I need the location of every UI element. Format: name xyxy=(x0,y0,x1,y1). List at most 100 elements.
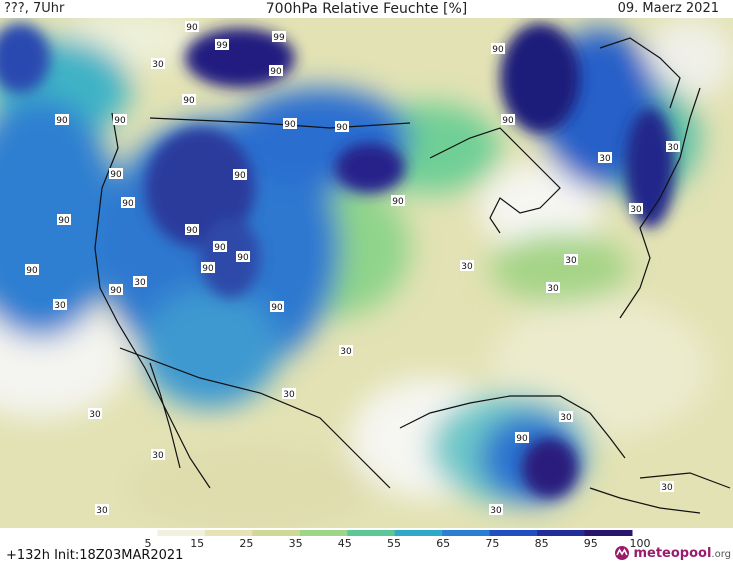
svg-text:90: 90 xyxy=(234,171,246,181)
legend-swatch xyxy=(584,530,633,536)
legend-label: 75 xyxy=(485,537,499,548)
contour-label: 30 xyxy=(88,408,102,420)
legend-swatch xyxy=(157,530,206,536)
contour-label: 90 xyxy=(335,121,349,133)
color-scale: 5 15 25 35 45 55 65 75 85 95 100 xyxy=(110,530,651,550)
legend-label: 15 xyxy=(190,537,204,548)
forecast-date: 09. Maerz 2021 xyxy=(617,1,719,16)
legend-bar: 5 15 25 35 45 55 65 75 85 95 100 +132h Init:18Z03M… xyxy=(0,528,733,566)
svg-text:30: 30 xyxy=(134,278,146,288)
contour-label: 30 xyxy=(489,504,503,516)
svg-text:90: 90 xyxy=(186,23,198,33)
logo-text-main: meteopool xyxy=(633,545,712,561)
svg-text:90: 90 xyxy=(284,120,296,130)
contour-label: 30 xyxy=(629,203,643,215)
svg-text:90: 90 xyxy=(336,123,348,133)
contour-label: 30 xyxy=(282,388,296,400)
legend-swatch xyxy=(489,530,538,536)
contour-label: 30 xyxy=(151,58,165,70)
svg-text:30: 30 xyxy=(547,284,559,294)
model-run-label: +132h Init:18Z03MAR2021 xyxy=(6,548,184,563)
legend-swatch xyxy=(252,530,301,536)
contour-label: 30 xyxy=(598,152,612,164)
legend-label: 55 xyxy=(387,537,401,548)
contour-label: 90 xyxy=(109,168,123,180)
svg-text:30: 30 xyxy=(54,301,66,311)
map-title: 700hPa Relative Feuchte [%] xyxy=(265,1,468,17)
legend-label: 45 xyxy=(338,537,352,548)
contour-label: 90 xyxy=(57,214,71,226)
contour-label: 90 xyxy=(55,114,69,126)
contour-label: 90 xyxy=(201,262,215,274)
legend-swatch xyxy=(110,530,158,536)
legend-swatch xyxy=(347,530,396,536)
contour-label: 90 xyxy=(109,284,123,296)
contour-label: 90 xyxy=(113,114,127,126)
svg-text:30: 30 xyxy=(599,154,611,164)
contour-label: 90 xyxy=(491,43,505,55)
svg-text:90: 90 xyxy=(186,226,198,236)
contour-labels: 90 99 99 90 30 90 90 90 90 90 90 90 90 90 90 90 90 90 90 90… xyxy=(25,21,680,516)
contour-label: 90 xyxy=(185,21,199,33)
contour-label: 30 xyxy=(53,299,67,311)
contour-label: 90 xyxy=(213,241,227,253)
coastlines xyxy=(94,37,731,514)
svg-text:90: 90 xyxy=(110,170,122,180)
contour-label: 90 xyxy=(501,114,515,126)
legend-swatch xyxy=(299,530,348,536)
svg-text:90: 90 xyxy=(270,67,282,77)
contour-label: 30 xyxy=(339,345,353,357)
contour-label: 90 xyxy=(233,169,247,181)
contour-label: 90 xyxy=(25,264,39,276)
contour-label: 99 xyxy=(272,31,286,43)
contour-label: 90 xyxy=(515,432,529,444)
meteopool-logo-icon xyxy=(615,546,630,560)
forecast-time-label: ???, 7Uhr xyxy=(4,1,65,16)
svg-text:30: 30 xyxy=(96,506,108,516)
legend-label: 100 xyxy=(630,537,651,548)
svg-text:30: 30 xyxy=(560,413,572,423)
svg-text:90: 90 xyxy=(237,253,249,263)
svg-text:30: 30 xyxy=(89,410,101,420)
contour-label: 99 xyxy=(215,39,229,51)
legend-label: 5 xyxy=(145,537,152,548)
svg-text:30: 30 xyxy=(630,205,642,215)
svg-text:99: 99 xyxy=(273,33,285,43)
svg-text:30: 30 xyxy=(152,60,164,70)
contour-label: 90 xyxy=(270,301,284,313)
humidity-field xyxy=(0,18,733,528)
contour-label: 30 xyxy=(460,260,474,272)
svg-text:30: 30 xyxy=(661,483,673,493)
contour-label: 90 xyxy=(269,65,283,77)
svg-text:90: 90 xyxy=(516,434,528,444)
contour-label: 30 xyxy=(151,449,165,461)
svg-text:30: 30 xyxy=(340,347,352,357)
map-header: ???, 7Uhr 700hPa Relative Feuchte [%] 09… xyxy=(0,0,733,18)
contour-label: 30 xyxy=(559,411,573,423)
contour-label: 30 xyxy=(133,276,147,288)
contour-label: 90 xyxy=(121,197,135,209)
svg-text:90: 90 xyxy=(110,286,122,296)
svg-text:90: 90 xyxy=(492,45,504,55)
contour-label: 90 xyxy=(182,94,196,106)
logo-text-suffix: .org xyxy=(711,548,731,560)
humidity-map: 90 99 99 90 30 90 90 90 90 90 90 90 90 90 90 90 90 90 90 90… xyxy=(0,18,733,528)
legend-label: 25 xyxy=(239,537,253,548)
svg-text:30: 30 xyxy=(490,506,502,516)
svg-text:30: 30 xyxy=(283,390,295,400)
svg-text:90: 90 xyxy=(271,303,283,313)
contour-label: 30 xyxy=(660,481,674,493)
svg-text:90: 90 xyxy=(214,243,226,253)
contour-label: 30 xyxy=(666,141,680,153)
legend-label: 95 xyxy=(584,537,598,548)
legend-swatch xyxy=(537,530,586,536)
contour-label: 90 xyxy=(236,251,250,263)
svg-text:30: 30 xyxy=(461,262,473,272)
legend-label: 65 xyxy=(436,537,450,548)
meteopool-logo[interactable]: meteopool.org xyxy=(614,545,731,561)
legend-swatch xyxy=(442,530,491,536)
svg-text:90: 90 xyxy=(502,116,514,126)
svg-text:30: 30 xyxy=(667,143,679,153)
svg-text:99: 99 xyxy=(216,41,228,51)
svg-text:90: 90 xyxy=(183,96,195,106)
